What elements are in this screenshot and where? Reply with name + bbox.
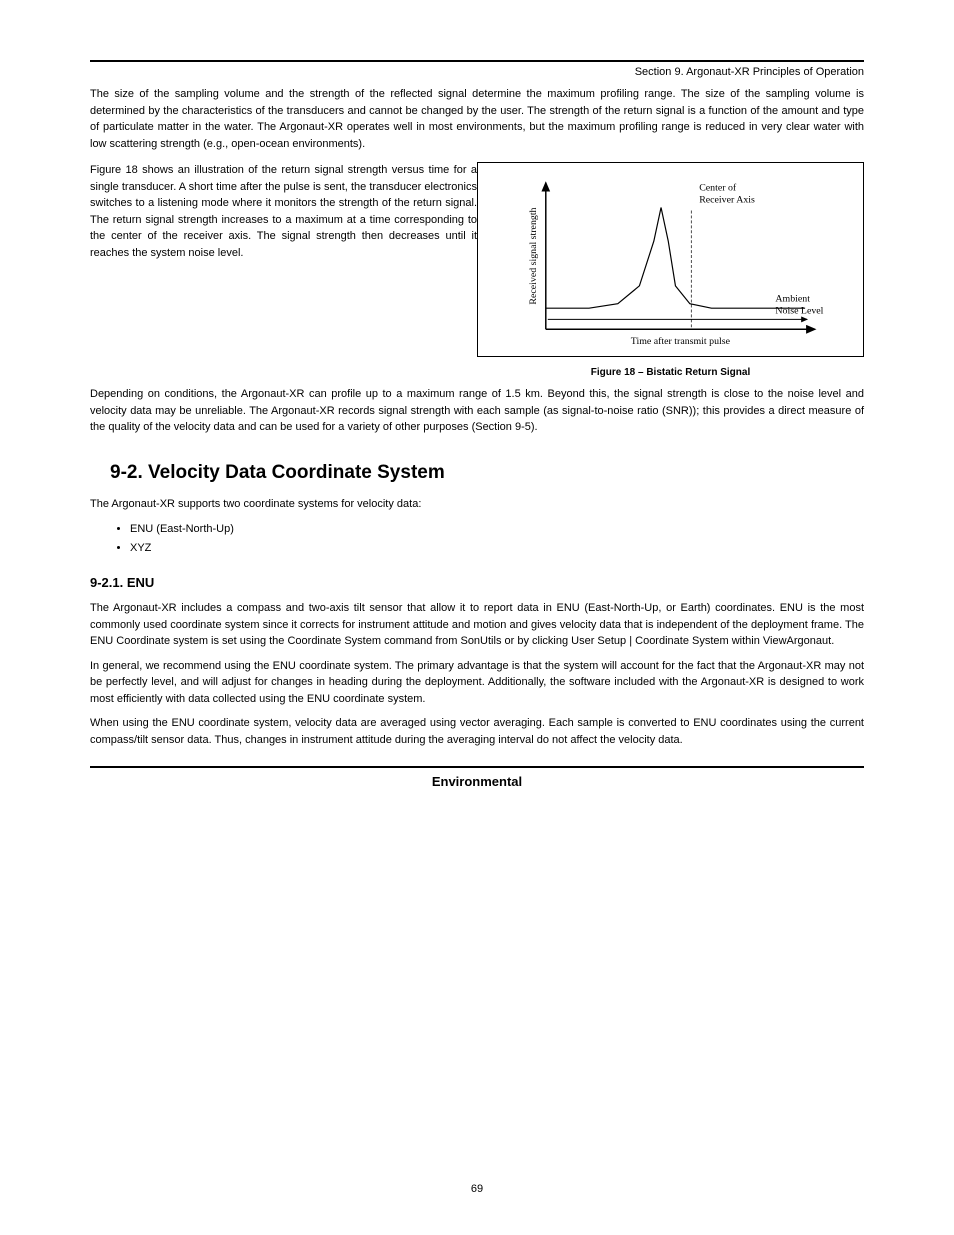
section-9-2-heading: 9-2. Velocity Data Coordinate System: [110, 462, 864, 484]
figure-row: Figure 18 shows an illustration of the r…: [90, 162, 864, 357]
page-number: 69: [471, 1183, 483, 1195]
svg-text:Ambient: Ambient: [775, 294, 810, 305]
svg-text:Noise Level: Noise Level: [775, 305, 823, 316]
footer-rule: [90, 766, 864, 768]
figure-caption: Figure 18 – Bistatic Return Signal: [477, 367, 864, 378]
svg-text:Received signal strength: Received signal strength: [528, 207, 539, 304]
paragraph-1: The size of the sampling volume and the …: [90, 86, 864, 152]
list-item: ENU (East-North-Up): [130, 520, 864, 539]
svg-text:Receiver Axis: Receiver Axis: [699, 195, 755, 206]
paragraph-3: The Argonaut-XR includes a compass and t…: [90, 600, 864, 650]
figure-caption-row: Figure 18 – Bistatic Return Signal: [90, 367, 864, 378]
svg-text:Time after transmit pulse: Time after transmit pulse: [631, 336, 731, 347]
section-9-2-intro: The Argonaut-XR supports two coordinate …: [90, 496, 864, 513]
coord-system-list: ENU (East-North-Up) XYZ: [130, 520, 864, 557]
paragraph-5: When using the ENU coordinate system, ve…: [90, 715, 864, 748]
figure-18: Received signal strength Time after trans…: [477, 162, 864, 357]
paragraph-2b: Depending on conditions, the Argonaut-XR…: [90, 386, 864, 436]
footer-label: Environmental: [90, 774, 864, 789]
paragraph-4: In general, we recommend using the ENU c…: [90, 658, 864, 708]
svg-text:Center of: Center of: [699, 183, 737, 194]
section-9-2-1-heading: 9-2.1. ENU: [90, 575, 864, 590]
running-header: Section 9. Argonaut-XR Principles of Ope…: [90, 66, 864, 78]
list-item: XYZ: [130, 539, 864, 558]
top-rule: [90, 60, 864, 62]
paragraph-2a: Figure 18 shows an illustration of the r…: [90, 162, 477, 261]
